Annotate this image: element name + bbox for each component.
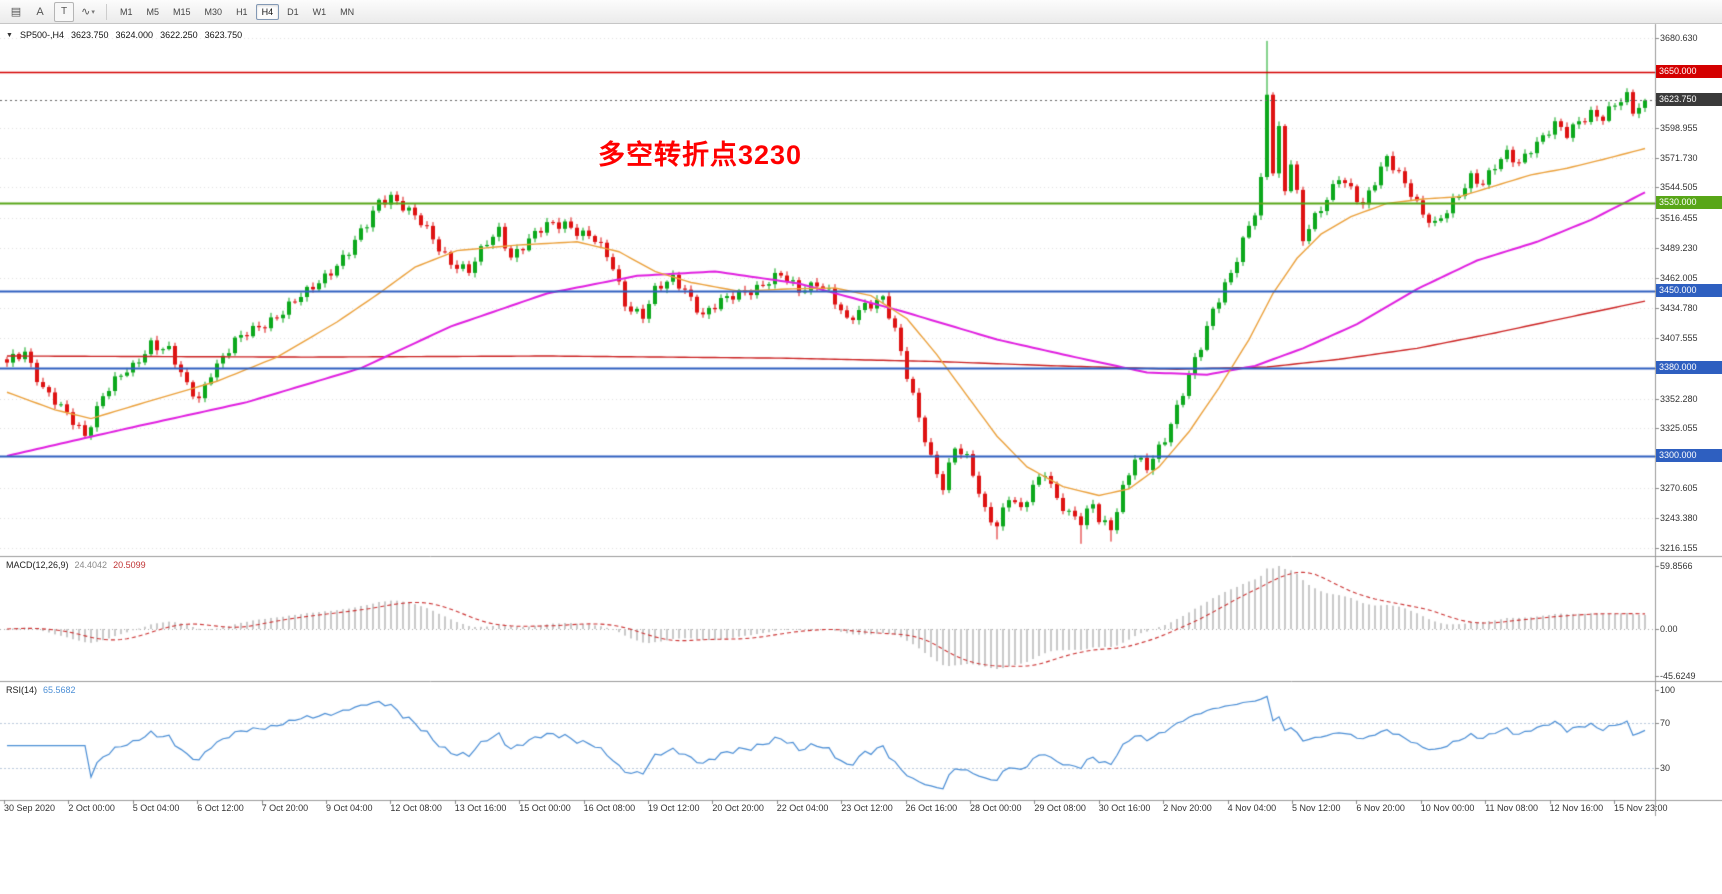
charts-list-icon[interactable]: ▤ [10,6,22,18]
time-axis-label: 22 Oct 04:00 [776,803,829,813]
symbol-timeframe-label: SP500-,H4 [19,30,64,40]
shapes-tool-icon[interactable]: ∿ ▾ [81,6,95,18]
time-axis-label: 4 Nov 04:00 [1227,803,1277,813]
timeframe-m1[interactable]: M1 [120,6,133,17]
dropdown-caret-icon: ▾ [91,8,95,16]
macd-indicator-label: MACD(12,26,9) 24.4042 20.5099 [6,560,146,570]
price-axis-label: 3462.005 [1660,273,1698,284]
time-axis-label: 6 Nov 20:00 [1356,803,1405,813]
price-axis-label: 3489.230 [1660,243,1698,254]
chart-annotation-text[interactable]: 多空转折点3230 [598,140,803,170]
time-axis-label: 12 Nov 16:00 [1549,803,1604,813]
time-axis-label: 19 Oct 12:00 [648,803,700,813]
timeframe-mn[interactable]: MN [340,6,355,17]
ohlc-low: 3622.250 [160,30,198,40]
macd-axis-label: 59.8566 [1660,561,1693,571]
time-axis-label: 15 Oct 00:00 [519,803,571,813]
price-axis-label: 3243.380 [1660,513,1698,524]
rsi-indicator-label: RSI(14) 65.5682 [6,685,76,695]
rsi-axis-label: 100 [1660,685,1676,695]
time-axis-label: 30 Oct 16:00 [1098,803,1151,813]
macd-axis-label: 0.00 [1660,624,1678,634]
timeframe-h1[interactable]: H1 [236,6,248,17]
price-axis-label: 3216.155 [1660,543,1698,553]
current-price-badge: 3623.750 [1656,93,1722,107]
timeframe-m30[interactable]: M30 [204,6,223,17]
toolbar-separator [106,3,107,20]
rsi-axis-label: 30 [1660,763,1671,773]
timeframe-group: M1 M5 M15 M30 H1 H4 D1 W1 MN [113,3,361,20]
ohlc-high: 3624.000 [115,30,154,40]
time-axis-label: 6 Oct 12:00 [197,803,244,813]
time-axis-label: 26 Oct 16:00 [905,803,958,813]
price-axis-label: 3270.605 [1660,483,1698,494]
timeframe-d1[interactable]: D1 [287,6,299,17]
cursor-tool-a-icon[interactable]: A [36,5,44,18]
price-axis-label: 3325.055 [1660,423,1698,434]
toolbar: ▤ A T ∿ ▾ M1 M5 M15 M30 H1 H4 D1 W1 MN [0,0,1722,24]
price-axis-label: 3680.630 [1660,33,1698,43]
time-axis-label: 28 Oct 00:00 [970,803,1022,813]
price-axis-label: 3598.955 [1660,122,1698,133]
level-3380-badge: 3380.000 [1656,361,1722,375]
time-axis-label: 2 Nov 20:00 [1163,803,1212,813]
time-axis-label: 2 Oct 00:00 [68,803,115,813]
timeframe-m5[interactable]: M5 [146,6,160,17]
time-axis-label: 12 Oct 08:00 [390,803,442,813]
text-tool-icon[interactable]: T [54,1,74,22]
price-axis-label: 3352.280 [1660,393,1698,404]
price-axis-label: 3516.455 [1660,213,1698,224]
timeframe-w1[interactable]: W1 [312,6,327,17]
support-3530-badge: 3530.000 [1656,196,1722,210]
time-axis-label: 10 Nov 00:00 [1420,803,1475,813]
time-axis-label: 23 Oct 12:00 [841,803,893,813]
price-axis-label: 3407.555 [1660,332,1698,343]
level-3300-badge: 3300.000 [1656,448,1722,462]
time-axis-label: 5 Nov 12:00 [1292,803,1341,813]
symbol-ohlc-header: ▼ SP500-,H4 3623.750 3624.000 3622.250 3… [6,30,242,40]
macd-signal-value: 20.5099 [113,560,146,570]
time-axis-label: 11 Nov 08:00 [1485,803,1539,813]
time-axis-label: 29 Oct 08:00 [1034,803,1086,813]
macd-main-value: 24.4042 [74,560,108,570]
price-axis-label: 3571.730 [1660,152,1698,163]
rsi-title: RSI(14) [6,685,38,695]
resistance-3650-badge: 3650.000 [1656,64,1722,78]
time-axis-label: 9 Oct 04:00 [326,803,373,813]
time-axis-label: 7 Oct 20:00 [261,803,309,813]
time-axis-label: 15 Nov 23:00 [1614,803,1668,813]
time-axis-label: 30 Sep 2020 [4,803,56,813]
timeframe-m15[interactable]: M15 [173,6,191,17]
ohlc-close: 3623.750 [204,30,243,40]
drawing-tools-group: ▤ A T ∿ ▾ [4,1,100,22]
collapse-triangle-icon[interactable]: ▼ [6,31,13,39]
time-axis-label: 20 Oct 20:00 [712,803,764,813]
price-axis-label: 3434.780 [1660,302,1698,313]
ohlc-open: 3623.750 [70,30,109,40]
macd-title: MACD(12,26,9) [6,560,69,570]
timeframe-h4[interactable]: H4 [255,3,280,20]
macd-axis-label: -45.6249 [1660,671,1696,681]
price-axis-label: 3544.505 [1660,182,1698,193]
rsi-value: 65.5682 [43,685,76,695]
time-axis-label: 16 Oct 08:00 [583,803,636,813]
time-axis-label: 5 Oct 04:00 [132,803,180,813]
level-3450-badge: 3450.000 [1656,284,1722,298]
time-axis-label: 13 Oct 16:00 [454,803,507,813]
rsi-axis-label: 70 [1660,718,1671,728]
